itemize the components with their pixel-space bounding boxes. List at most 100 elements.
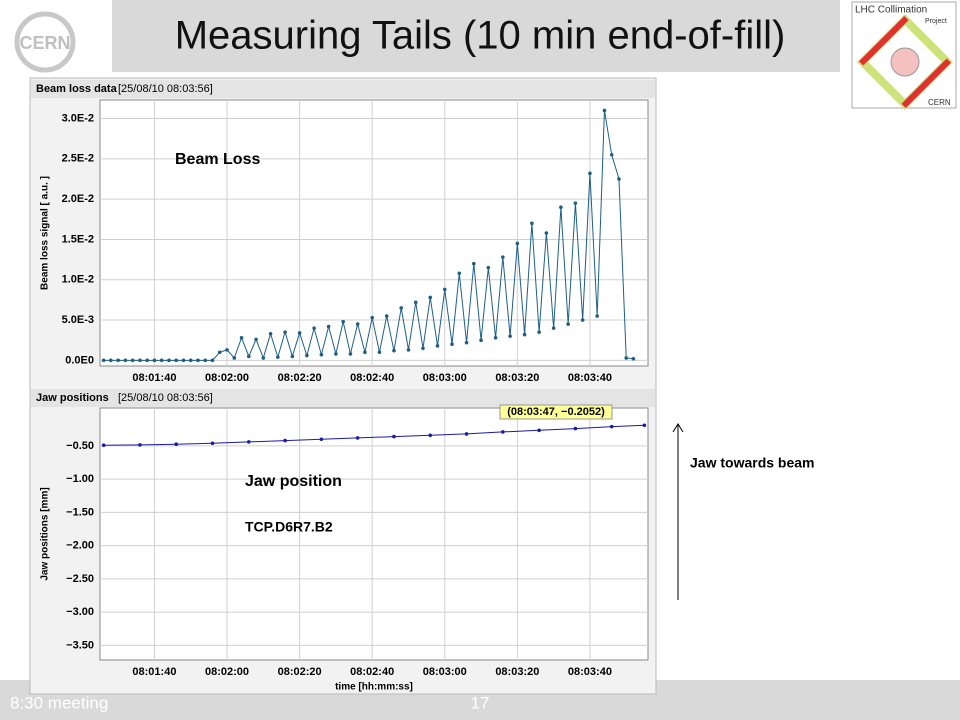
y-tick-label: 3.0E-2 xyxy=(62,112,94,124)
panel-timestamp: [25/08/10 08:03:56] xyxy=(118,83,213,95)
lhc-logo-bottom: CERN xyxy=(928,98,951,107)
data-point xyxy=(217,350,222,355)
data-point xyxy=(642,423,647,428)
data-point xyxy=(319,352,324,357)
data-point xyxy=(435,344,440,348)
data-point xyxy=(174,358,179,363)
data-point xyxy=(595,314,599,318)
data-point xyxy=(457,271,462,276)
y-tick-label: 0.0E0 xyxy=(65,354,94,366)
data-point xyxy=(312,326,316,330)
panel-title: Beam loss data xyxy=(36,83,118,95)
x-axis-label: time [hh:mm:ss] xyxy=(335,682,413,693)
data-point xyxy=(508,334,512,338)
data-point xyxy=(428,433,433,438)
y-tick-label: −1.50 xyxy=(66,506,94,518)
x-tick-label: 08:03:20 xyxy=(495,666,539,678)
data-point xyxy=(377,350,382,355)
data-point xyxy=(203,358,208,363)
data-point xyxy=(399,306,404,310)
tooltip: (08:03:47, −0.2052) xyxy=(507,406,605,418)
data-point xyxy=(123,358,128,363)
plot-area xyxy=(99,99,649,367)
x-tick-label: 08:03:40 xyxy=(568,372,612,384)
y-axis-label: Jaw positions [mm] xyxy=(40,487,51,580)
data-point xyxy=(188,358,193,363)
x-tick-label: 08:02:40 xyxy=(350,666,394,678)
side-note: Jaw towards beam xyxy=(690,455,815,471)
data-point xyxy=(421,346,425,351)
data-point xyxy=(624,356,629,360)
x-tick-label: 08:02:00 xyxy=(205,666,249,678)
y-tick-label: −0.50 xyxy=(66,440,94,452)
data-point xyxy=(551,326,556,330)
data-point xyxy=(537,428,541,433)
x-tick-label: 08:03:00 xyxy=(423,666,467,678)
data-point xyxy=(573,426,578,431)
x-tick-label: 08:02:00 xyxy=(205,372,249,384)
data-point xyxy=(413,300,418,305)
data-point xyxy=(537,330,541,334)
data-point xyxy=(472,261,476,266)
data-point xyxy=(442,287,447,292)
y-tick-label: 1.5E-2 xyxy=(62,233,94,245)
data-point xyxy=(588,171,592,176)
lhc-logo-sub: Project xyxy=(925,18,947,25)
data-point xyxy=(246,354,251,359)
y-tick-label: 2.5E-2 xyxy=(62,153,94,165)
data-point xyxy=(210,441,215,446)
data-point xyxy=(493,335,498,340)
x-tick-label: 08:03:20 xyxy=(495,372,539,384)
data-point xyxy=(464,340,469,345)
lhc-logo-core xyxy=(890,47,920,77)
cern-logo xyxy=(14,11,76,73)
data-point xyxy=(225,348,229,352)
data-point xyxy=(130,358,135,363)
page-number: 17 xyxy=(471,693,490,712)
data-point xyxy=(479,338,483,343)
y-tick-label: −2.00 xyxy=(66,540,94,552)
data-point xyxy=(348,352,353,356)
data-point xyxy=(109,358,113,363)
data-point xyxy=(544,231,549,235)
data-point xyxy=(363,350,367,355)
data-point xyxy=(450,342,454,347)
data-point xyxy=(566,322,570,326)
annotation: Beam Loss xyxy=(175,151,260,168)
data-point xyxy=(370,315,374,320)
annotation: Jaw position xyxy=(245,473,342,490)
footer: 8:30 meeting xyxy=(10,693,108,712)
x-tick-label: 08:02:40 xyxy=(350,372,394,384)
x-tick-label: 08:01:40 xyxy=(132,372,176,384)
cern-logo-text: CERN xyxy=(19,33,70,53)
lhc-logo-art xyxy=(856,13,954,111)
data-point xyxy=(609,153,614,157)
data-point xyxy=(283,330,287,334)
lhc-logo-title: LHC Collimation xyxy=(855,5,927,16)
data-point xyxy=(174,442,179,447)
data-point xyxy=(341,319,345,324)
data-point xyxy=(232,356,237,360)
data-point xyxy=(268,331,273,336)
data-point xyxy=(159,358,164,363)
data-point xyxy=(305,353,309,358)
data-point xyxy=(290,354,295,359)
data-point xyxy=(196,358,200,363)
x-tick-label: 08:03:00 xyxy=(423,372,467,384)
data-point xyxy=(522,332,527,337)
y-tick-label: −3.00 xyxy=(66,606,94,618)
y-tick-label: 5.0E-3 xyxy=(62,314,94,326)
slide-title: Measuring Tails (10 min end-of-fill) xyxy=(175,14,786,58)
data-point xyxy=(254,337,258,342)
data-point xyxy=(355,322,360,326)
data-line xyxy=(103,424,645,446)
data-point xyxy=(428,295,433,300)
plot-area xyxy=(99,407,649,661)
tooltip-box xyxy=(499,404,613,420)
data-point xyxy=(486,265,491,270)
y-tick-label: −1.00 xyxy=(66,473,94,485)
data-point xyxy=(631,356,636,361)
data-point xyxy=(246,440,251,444)
y-tick-label: −2.50 xyxy=(66,573,94,585)
